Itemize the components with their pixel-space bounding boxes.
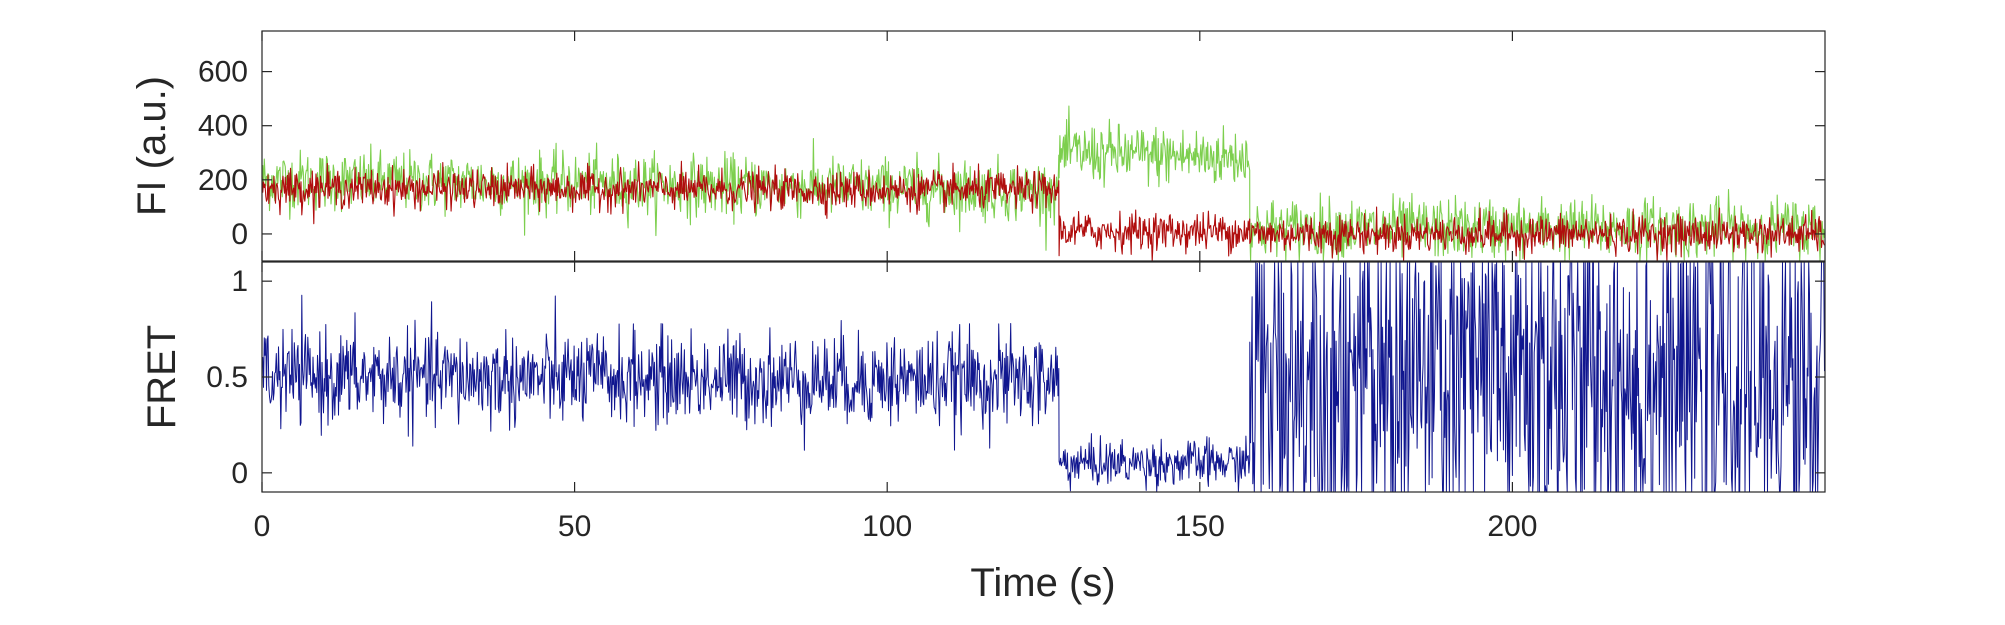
x-tick-label: 50: [558, 510, 591, 543]
y-tick-label: 1: [231, 265, 248, 298]
fluorescence-panel: 0 200 400 600 FI (a.u.): [130, 30, 1826, 262]
fluorescence-y-axis-label: FI (a.u.): [130, 76, 174, 216]
fluorescence-axes-box: [261, 30, 1826, 262]
fret-series-1: [261, 261, 1825, 493]
x-tick-label: 200: [1487, 510, 1537, 543]
y-tick-label: 0: [231, 218, 248, 251]
fret-y-axis-label: FRET: [140, 325, 184, 429]
x-tick-label: 0: [254, 510, 271, 543]
y-tick-label: 200: [198, 164, 248, 197]
fret-axes-box: [261, 261, 1826, 493]
x-axis-label: Time (s): [970, 561, 1115, 605]
fret-traces: [261, 261, 1825, 493]
x-tick-label: 150: [1175, 510, 1225, 543]
y-tick-label: 400: [198, 110, 248, 143]
fret-ticks: 0 0.5 1 0 50 100 150 200: [206, 262, 1825, 543]
y-tick-label: 0: [231, 457, 248, 490]
x-tick-label: 100: [862, 510, 912, 543]
y-tick-label: 600: [198, 56, 248, 89]
fluorescence-ticks: 0 200 400 600: [198, 31, 1825, 261]
y-tick-label: 0.5: [206, 361, 248, 394]
fluorescence-traces: [261, 105, 1826, 262]
fluorescence-series-2: [261, 160, 1825, 262]
fret-panel: 0 0.5 1 0 50 100 150 200 FRET Time (s): [140, 261, 1826, 605]
